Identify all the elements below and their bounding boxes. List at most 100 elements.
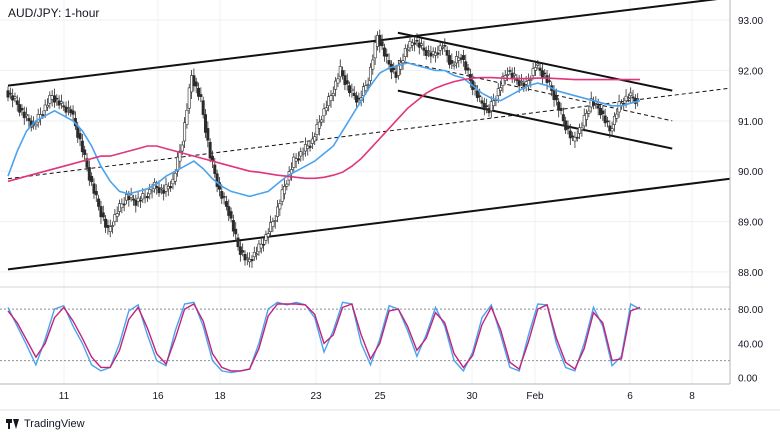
candle-body	[610, 128, 614, 132]
candle-body	[43, 104, 47, 112]
candle-body	[8, 92, 12, 95]
candle-body	[285, 183, 289, 187]
candle	[115, 206, 119, 223]
candle-body	[97, 198, 101, 207]
candle-body	[241, 250, 245, 253]
candle	[301, 147, 305, 161]
candle	[413, 37, 417, 52]
ma_fast-line	[7, 62, 641, 198]
candle-body	[127, 196, 131, 200]
candle-body	[612, 116, 616, 125]
candle-body	[187, 87, 191, 109]
candle	[169, 180, 173, 192]
candle-body	[475, 90, 479, 98]
candle-body	[422, 47, 426, 51]
candle	[273, 215, 277, 229]
candle-body	[496, 88, 500, 96]
candle-body	[111, 225, 115, 227]
candle	[445, 46, 449, 63]
candle	[499, 80, 503, 97]
candle	[80, 133, 84, 158]
candle-body	[25, 114, 29, 117]
candle	[176, 151, 180, 177]
candle	[94, 184, 98, 202]
candle	[531, 62, 535, 80]
candle-body	[173, 172, 177, 182]
candle	[566, 120, 570, 135]
candle	[278, 199, 282, 217]
x-tick-label: 18	[214, 391, 226, 402]
candle-body	[452, 64, 456, 67]
candle-body	[468, 73, 472, 81]
candle-body	[78, 133, 82, 140]
candle-body	[424, 50, 428, 56]
candle-body	[517, 80, 521, 87]
candle-body	[99, 206, 103, 218]
candle-body	[380, 41, 384, 47]
candle-body	[575, 136, 579, 139]
candle	[269, 215, 273, 236]
candle-body	[352, 92, 356, 96]
candle	[215, 169, 219, 193]
candle	[20, 104, 24, 116]
candle-body	[134, 199, 138, 206]
candle-body	[564, 120, 568, 131]
candle	[320, 115, 324, 127]
candle-body	[234, 228, 238, 235]
candle-body	[264, 234, 268, 241]
candle-body	[108, 226, 112, 232]
candle-body	[436, 52, 440, 55]
candle	[415, 33, 419, 47]
candle	[99, 200, 103, 224]
candle	[557, 97, 561, 118]
candle-body	[331, 93, 335, 96]
candle-body	[113, 214, 117, 222]
candle	[62, 101, 66, 112]
candle	[8, 87, 12, 100]
candle-body	[399, 62, 403, 70]
trendline-descending-mid	[397, 59, 673, 122]
candle	[204, 109, 208, 138]
candle	[547, 73, 551, 86]
x-tick-label: Feb	[526, 391, 544, 402]
candle-body	[227, 206, 231, 216]
candle-body	[552, 90, 556, 101]
candle	[561, 107, 565, 127]
candle	[380, 34, 384, 50]
candle-body	[27, 118, 31, 122]
candle-body	[45, 104, 49, 108]
candle-body	[420, 43, 424, 46]
candle-body	[605, 120, 609, 123]
x-tick-label: 16	[152, 391, 164, 402]
tradingview-brand: TradingView	[6, 418, 85, 430]
candle	[587, 105, 591, 118]
candle	[352, 86, 356, 100]
candle-body	[250, 259, 254, 262]
candle-body	[199, 94, 203, 97]
candle-body	[213, 164, 217, 175]
brand-label: TradingView	[24, 418, 85, 430]
candle	[443, 38, 447, 52]
candle	[222, 192, 226, 205]
candle-body	[85, 158, 89, 168]
candle-body	[94, 191, 98, 196]
trendline-descending-lower	[397, 89, 673, 150]
candle-body	[185, 109, 189, 125]
price-tick-label: 93.00	[738, 16, 763, 27]
candle-body	[269, 222, 273, 232]
x-tick-label: 8	[689, 391, 695, 402]
candle-body	[276, 206, 280, 217]
candle	[513, 66, 517, 83]
candle-body	[236, 237, 240, 248]
candle-body	[406, 49, 410, 52]
candle-body	[445, 50, 449, 56]
candle	[336, 73, 340, 88]
candle-body	[329, 95, 333, 102]
candle-body	[545, 75, 549, 83]
candle	[385, 48, 389, 64]
candle-body	[478, 95, 482, 97]
candle	[341, 66, 345, 80]
candle-body	[533, 67, 537, 71]
candle	[187, 83, 191, 114]
candle	[403, 44, 407, 61]
